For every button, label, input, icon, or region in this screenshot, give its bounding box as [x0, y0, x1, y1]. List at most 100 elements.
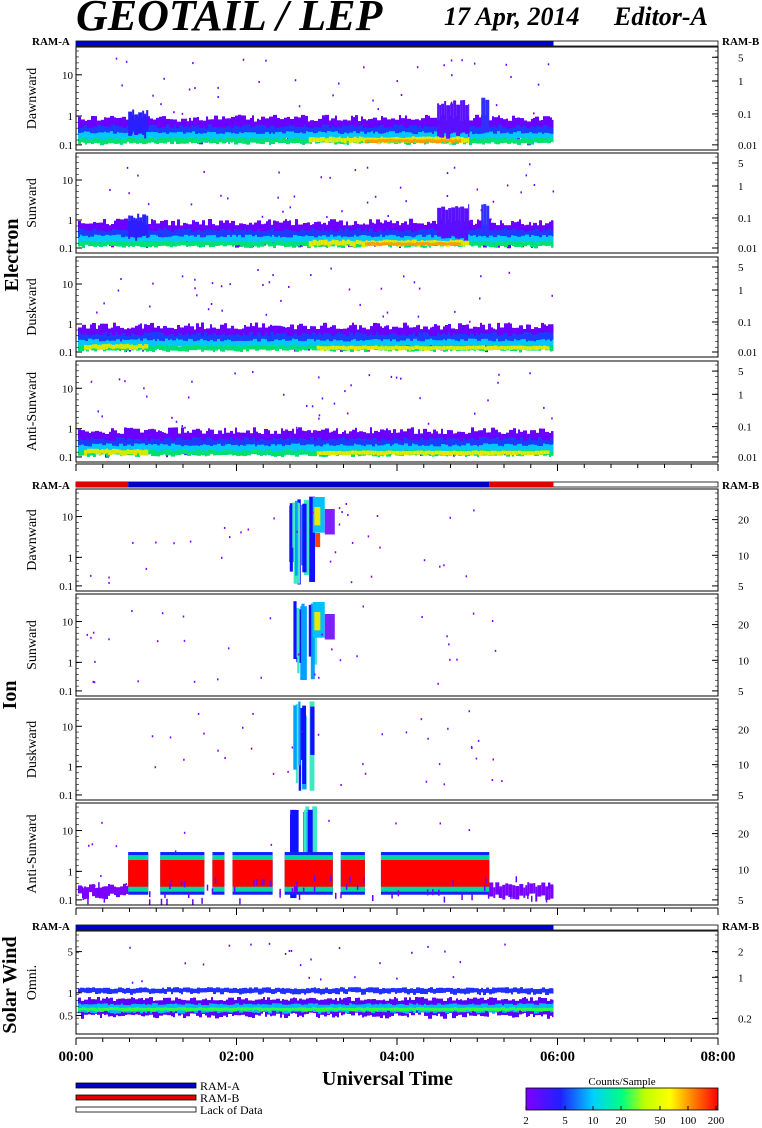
ram-bar-segment [76, 41, 554, 46]
y2-tick-label: 5 [738, 158, 744, 170]
y2-tick-label: 20 [738, 515, 750, 527]
panel-label: Duskward [25, 721, 40, 779]
y-tick-label: 10 [62, 70, 74, 82]
colorbar-tick-label: 5 [562, 1115, 568, 1127]
colorbar-tick-label: 2 [523, 1115, 529, 1127]
y-tick-label: 0.1 [59, 895, 73, 907]
group-label: Ion [0, 681, 21, 710]
y-tick-label: 1 [68, 762, 74, 774]
y2-tick-label: 0.1 [738, 317, 752, 329]
figure-date: 17 Apr, 2014 [444, 2, 580, 31]
y2-tick-label: 5 [738, 895, 744, 907]
spectrogram-panel [78, 371, 554, 458]
y2-tick-label: 1 [738, 76, 744, 88]
colorbar [525, 1087, 719, 1111]
y2-tick-label: 5 [738, 790, 744, 802]
y2-tick-label: 0.01 [738, 243, 757, 255]
y-tick-label: 0.1 [59, 452, 73, 464]
y2-tick-label: 5 [738, 262, 744, 274]
x-tick-label: 08:00 [701, 1049, 736, 1065]
figure-title: GEOTAIL / LEP [76, 0, 383, 40]
legend-swatch [75, 1082, 197, 1089]
ram-bar-segment [76, 925, 554, 930]
y2-tick-label: 0.1 [738, 109, 752, 121]
ram-bar-segment [76, 482, 129, 487]
y-tick-label: 1 [68, 552, 74, 564]
y2-tick-label: 10 [738, 864, 750, 876]
y2-tick-label: 1 [738, 181, 744, 193]
figure-editor: Editor-A [614, 2, 708, 31]
y-tick-label: 1 [68, 111, 74, 123]
panel-frame [75, 930, 719, 1035]
spectrogram-panel [78, 57, 554, 146]
spectrogram-panel [78, 267, 554, 353]
panel-frame [75, 593, 719, 697]
y2-tick-label: 5 [738, 366, 744, 378]
y-tick-label: 10 [62, 721, 74, 733]
legend-swatch [75, 1094, 197, 1101]
y-tick-label: 5 [68, 947, 74, 959]
group-label: Electron [1, 219, 23, 292]
y2-tick-label: 10 [738, 550, 750, 562]
y-tick-label: 1 [68, 988, 74, 1000]
y-tick-label: 10 [62, 617, 74, 629]
y-tick-label: 0.5 [59, 1010, 73, 1022]
panel-frame [75, 698, 719, 801]
ram-b-label: RAM-B [722, 36, 760, 48]
y2-tick-label: 10 [738, 655, 750, 667]
y-tick-label: 0.1 [59, 686, 73, 698]
y-tick-label: 10 [62, 512, 74, 524]
x-tick-label: 00:00 [59, 1049, 94, 1065]
y2-tick-label: 0.1 [738, 213, 752, 225]
colorbar-tick-label: 10 [588, 1115, 600, 1127]
y-tick-label: 0.1 [59, 790, 73, 802]
y2-tick-label: 5 [738, 52, 744, 64]
panel-label: Omni. [25, 965, 40, 1000]
legend-label: Lack of Data [200, 1103, 263, 1117]
y-tick-label: 10 [62, 175, 74, 187]
y2-tick-label: 2 [738, 947, 744, 959]
panel-label: Duskward [25, 278, 40, 336]
y-tick-label: 0.1 [59, 581, 73, 593]
y2-tick-label: 0.01 [738, 347, 757, 359]
x-tick-label: 04:00 [380, 1049, 415, 1065]
y-tick-label: 0.1 [59, 140, 73, 152]
panel-label: Sunward [25, 178, 40, 228]
spectrogram-panel [86, 601, 497, 685]
spectrogram-panel [90, 496, 475, 585]
y-tick-label: 0.1 [59, 243, 73, 255]
spectrogram-panel [78, 163, 555, 249]
x-axis-label: Universal Time [322, 1068, 453, 1090]
x-tick-label: 02:00 [219, 1049, 254, 1065]
y-tick-label: 10 [62, 279, 74, 291]
legend-label: RAM-B [200, 1091, 239, 1105]
panel-label: Anti-Sunward [25, 372, 40, 451]
ram-b-label: RAM-B [722, 921, 760, 933]
y2-tick-label: 5 [738, 581, 744, 593]
spectrogram-panel [78, 806, 554, 906]
y-tick-label: 1 [68, 424, 74, 436]
spectrogram-panel [78, 942, 554, 1019]
colorbar-title: Counts/Sample [588, 1076, 655, 1088]
colorbar-tick-label: 200 [708, 1115, 725, 1127]
y-tick-label: 10 [62, 383, 74, 395]
legend-swatch [75, 1106, 197, 1113]
y-tick-label: 0.1 [59, 347, 73, 359]
y2-tick-label: 1 [738, 972, 744, 984]
ram-a-label: RAM-A [32, 921, 70, 933]
y2-tick-label: 0.01 [738, 452, 757, 464]
x-tick-label: 06:00 [540, 1049, 575, 1065]
colorbar-tick-label: 100 [680, 1115, 697, 1127]
group-label: Solar Wind [0, 936, 21, 1033]
colorbar-tick-label: 20 [616, 1115, 628, 1127]
spectrogram-panel [151, 701, 503, 791]
y2-tick-label: 1 [738, 389, 744, 401]
y2-tick-label: 10 [738, 760, 750, 772]
y-tick-label: 1 [68, 866, 74, 878]
panel-label: Dawnward [25, 509, 40, 570]
y-tick-label: 1 [68, 657, 74, 669]
panel-label: Anti-Sunward [25, 814, 40, 893]
panel-label: Sunward [25, 620, 40, 670]
y2-tick-label: 0.01 [738, 140, 757, 152]
